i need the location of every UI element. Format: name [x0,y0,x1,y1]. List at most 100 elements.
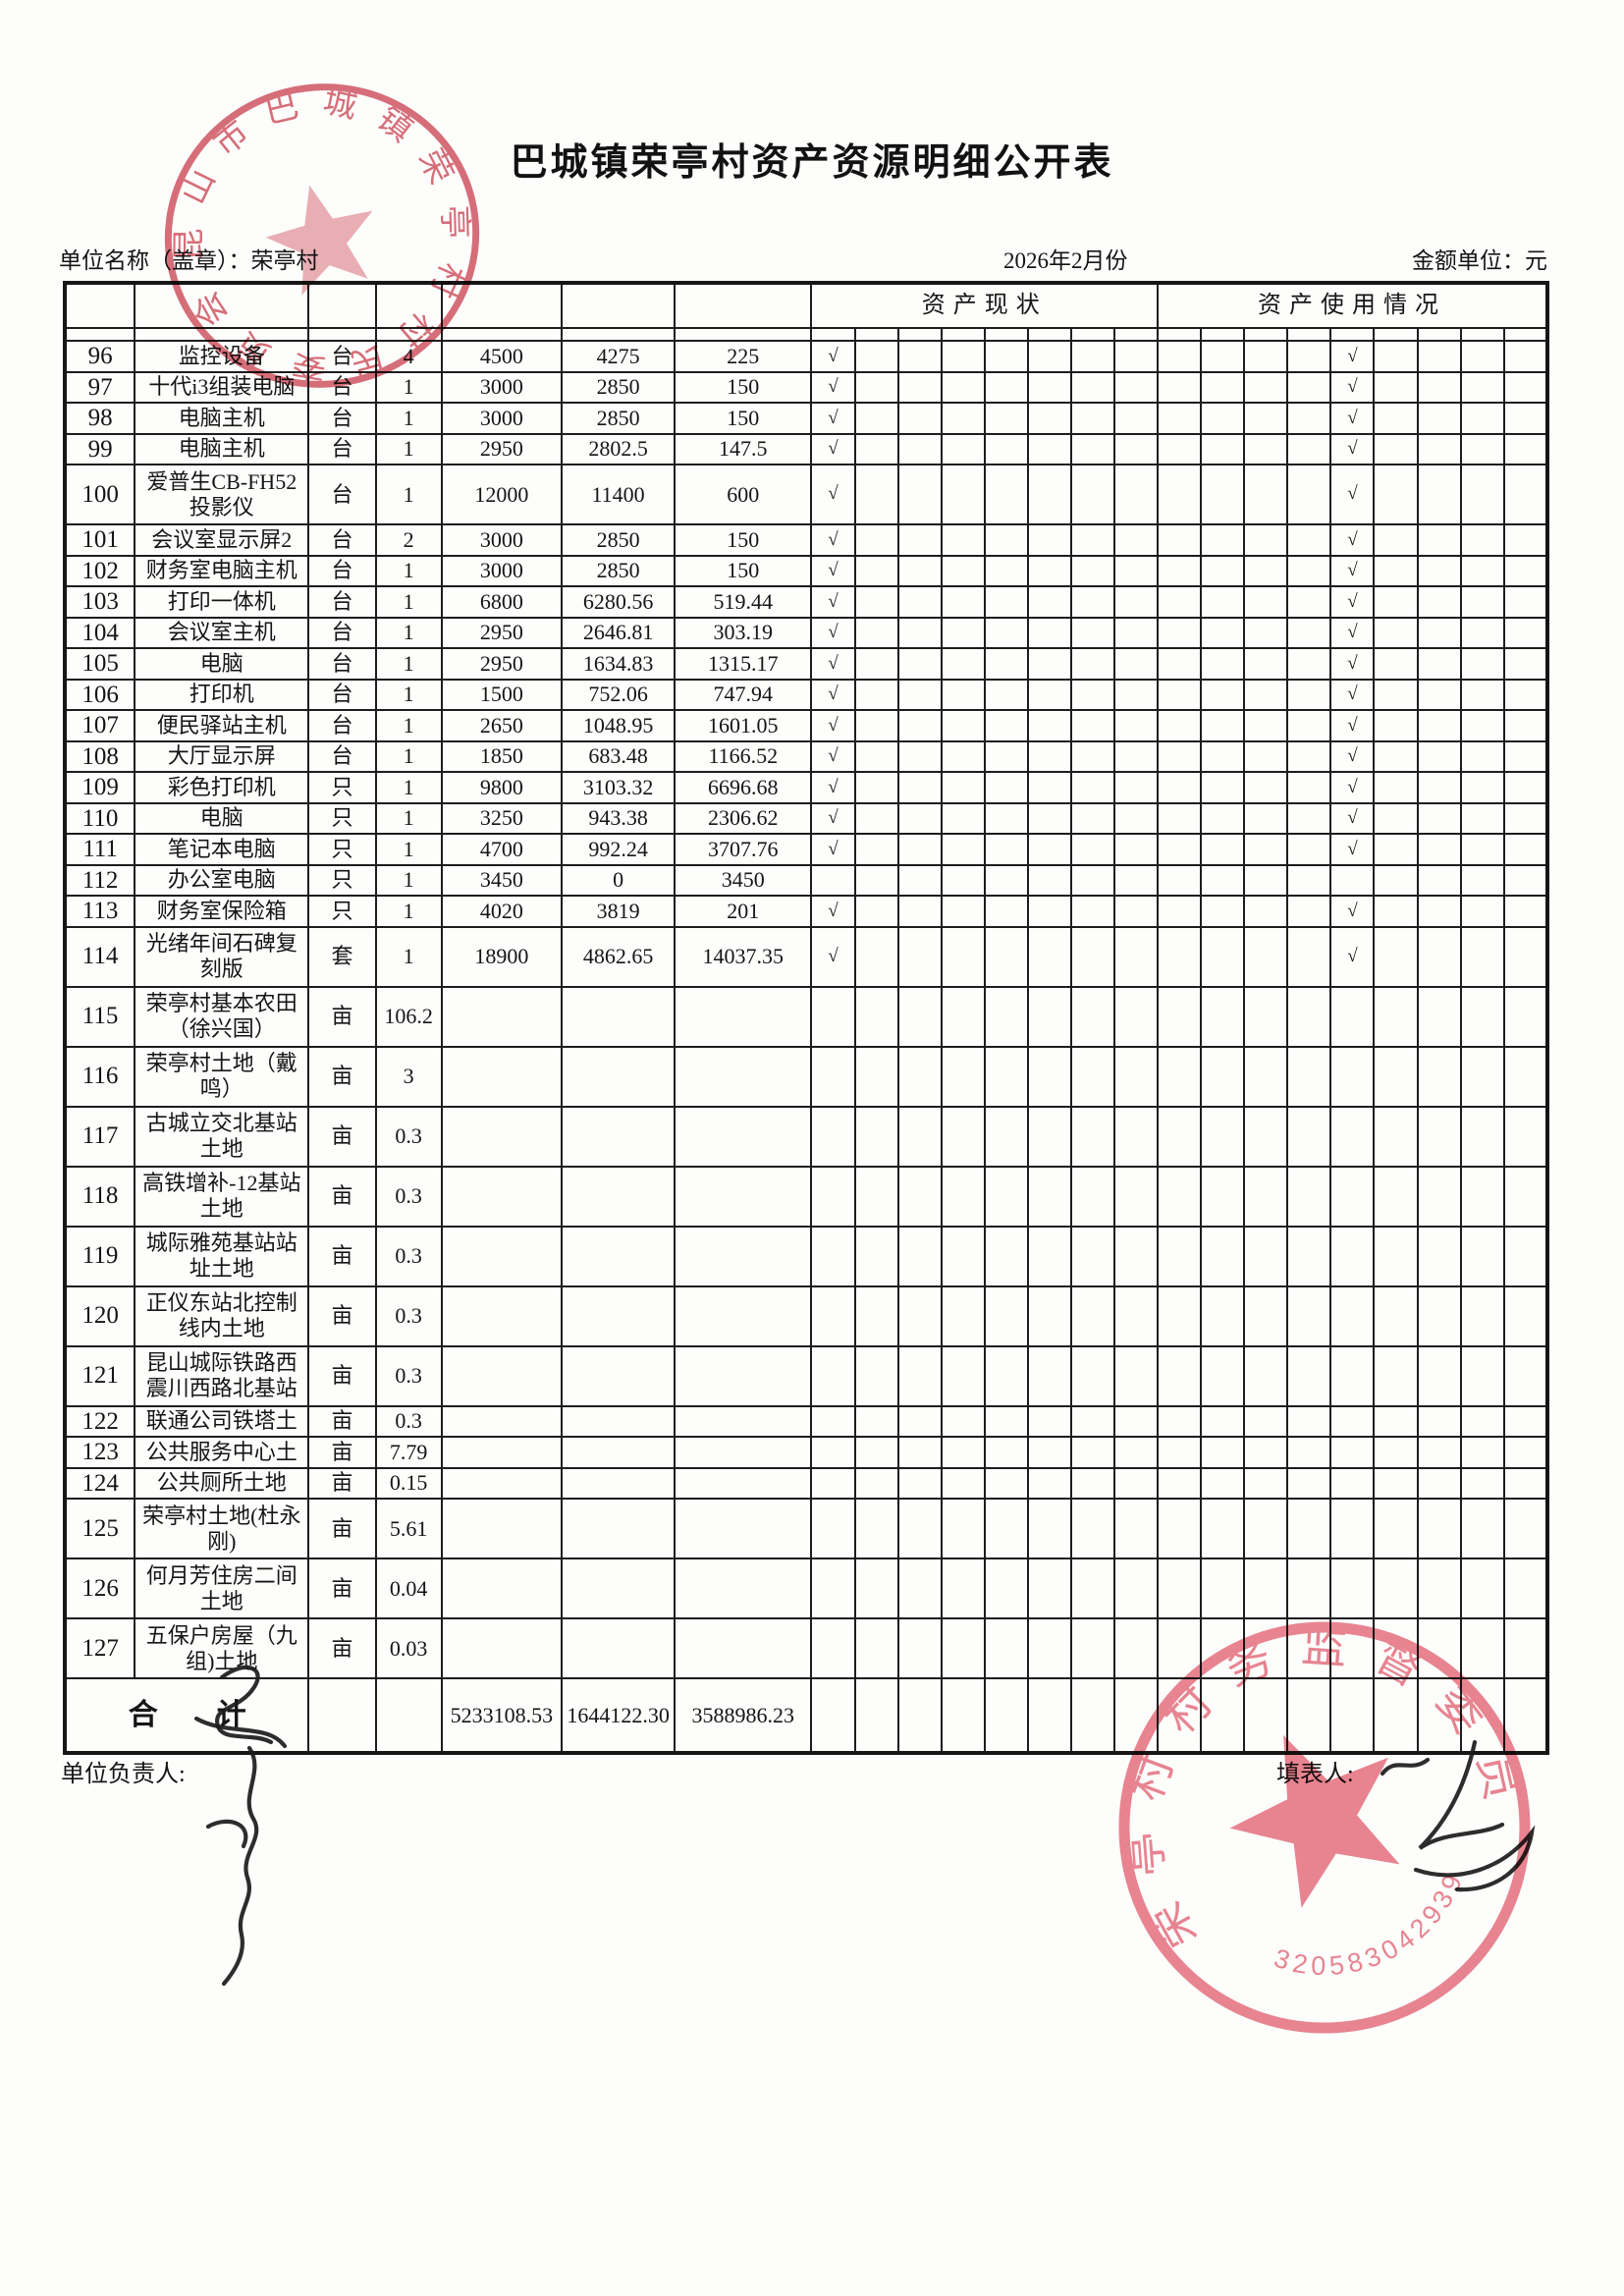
usage-cell [1416,863,1462,897]
usage-cell [1373,895,1419,928]
usage-cell [1502,616,1549,649]
value-cell: 3450 [674,863,813,897]
total-value-cell: 5233108.53 [440,1677,563,1754]
status-cell [896,863,943,897]
status-cell [940,616,986,649]
row-no-cell: 97 [63,370,136,404]
status-cell [810,1466,856,1500]
status-cell [853,863,899,897]
value-cell: 4500 [440,340,563,373]
qty-cell: 1 [374,464,443,525]
status-cell [1026,1404,1072,1438]
total-check-cell [1243,1677,1289,1754]
usage-cell: √ [1329,585,1376,619]
usage-cell [1373,1436,1419,1469]
subheader-cell-empty [1157,327,1203,342]
status-cell [853,895,899,928]
row-no-cell: 113 [63,895,136,928]
status-cell [853,1404,899,1438]
value-cell [674,1466,813,1500]
status-cell [1069,616,1115,649]
qty-cell: 1 [374,833,443,866]
total-check-cell [940,1677,986,1754]
value-cell [560,1466,677,1500]
status-cell [1026,863,1072,897]
usage-cell [1243,863,1289,897]
row-no-cell: 104 [63,616,136,649]
usage-cell [1200,678,1246,711]
total-unit-cell [307,1677,377,1754]
usage-cell [1502,585,1549,619]
value-cell [560,1344,677,1407]
value-cell: 2646.81 [560,616,677,649]
value-cell: 752.06 [560,678,677,711]
value-cell: 225 [674,340,813,373]
usage-cell [1200,1404,1246,1438]
value-cell [560,1225,677,1287]
status-cell [853,709,899,742]
usage-cell [1416,678,1462,711]
usage-cell [1157,985,1203,1048]
status-cell [896,1105,943,1168]
qty-cell: 0.3 [374,1285,443,1347]
status-cell [1069,1498,1115,1559]
status-cell [1112,647,1160,681]
table-row: 102 财务室电脑主机台 1 3000 2850 150 √ √ [63,554,1549,587]
qty-cell: 1 [374,925,443,988]
status-cell [940,863,986,897]
asset-name-cell: 城际雅苑基站站址土地 [134,1225,310,1287]
total-check-cell [896,1677,943,1754]
total-check-cell [1112,1677,1160,1754]
status-cell [1112,1344,1160,1407]
value-cell: 3000 [440,402,563,435]
asset-table: 资产现状 资产使用情况 96 监控设备台 4 4500 4275 225 √ √ 97 十代i3组… [63,281,1549,1755]
value-cell: 150 [674,402,813,435]
status-cell [1112,464,1160,525]
status-cell [896,523,943,557]
value-cell: 1850 [440,739,563,773]
table-row: 107 便民驿站主机台 1 2650 1048.95 1601.05 √ √ [63,709,1549,742]
usage-cell [1157,1498,1203,1559]
usage-cell [1416,709,1462,742]
usage-cell [1157,523,1203,557]
value-cell: 3000 [440,554,563,587]
qty-cell: 106.2 [374,985,443,1048]
usage-cell [1157,1045,1203,1108]
usage-cell [1200,771,1246,804]
usage-cell [1200,1498,1246,1559]
status-cell [810,863,856,897]
status-cell [983,1045,1029,1108]
value-cell [674,1404,813,1438]
usage-cell [1373,1285,1419,1347]
usage-cell [1416,833,1462,866]
usage-cell [1459,1466,1505,1500]
usage-cell [1157,895,1203,928]
status-cell [1112,1105,1160,1168]
status-cell [1112,370,1160,404]
status-cell: √ [810,616,856,649]
status-cell [1069,1558,1115,1619]
value-cell: 303.19 [674,616,813,649]
usage-cell [1416,432,1462,465]
status-cell [896,370,943,404]
usage-cell [1373,432,1419,465]
row-no-cell: 105 [63,647,136,681]
status-cell [896,1436,943,1469]
usage-cell [1286,402,1332,435]
value-cell: 1601.05 [674,709,813,742]
value-cell [440,1436,563,1469]
usage-cell [1459,771,1505,804]
status-cell [1069,709,1115,742]
usage-cell [1286,895,1332,928]
status-cell [1112,925,1160,988]
status-cell [896,1466,943,1500]
total-check-cell [1200,1677,1246,1754]
status-cell [853,370,899,404]
status-cell [940,1045,986,1108]
status-cell [983,863,1029,897]
status-cell [896,616,943,649]
unit-cell: 亩 [307,985,377,1048]
usage-cell [1329,1225,1376,1287]
value-cell [674,1436,813,1469]
value-cell: 2850 [560,370,677,404]
